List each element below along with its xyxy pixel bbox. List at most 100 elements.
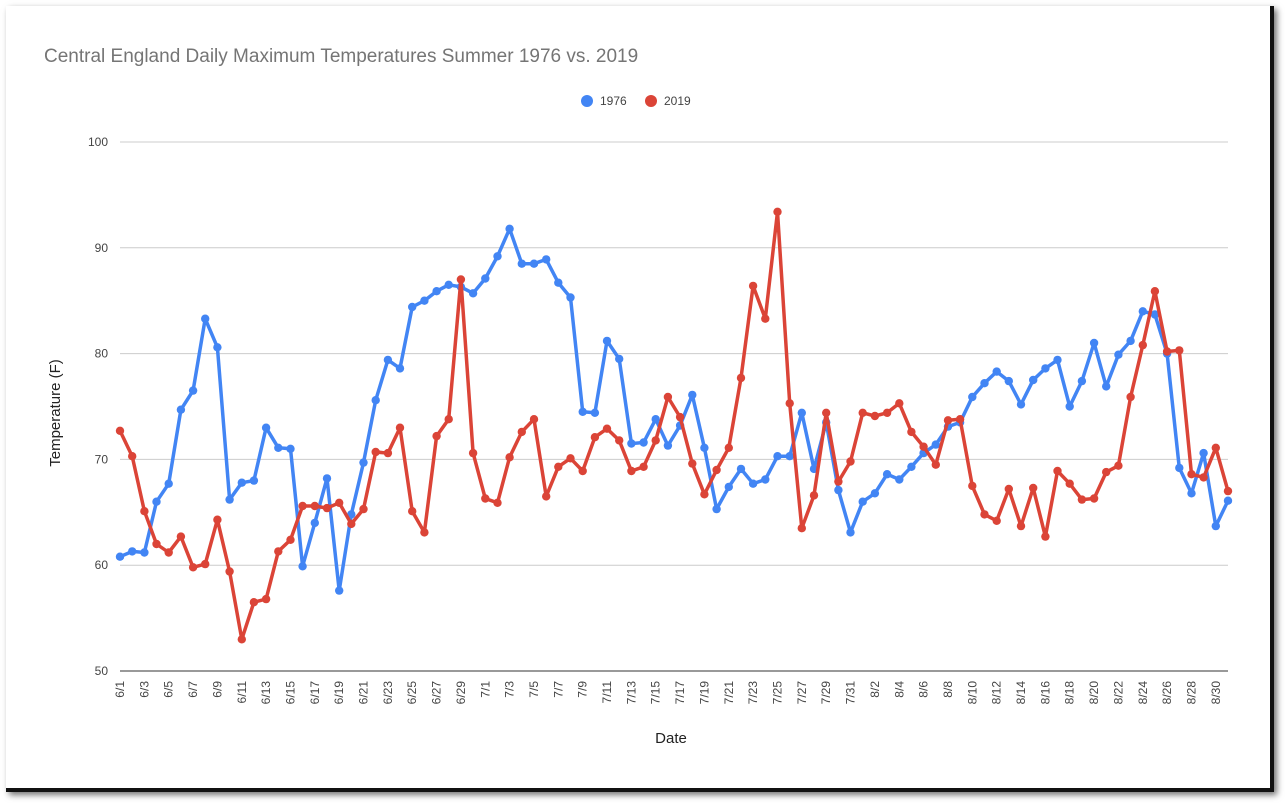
data-point-2019[interactable] [152, 539, 161, 549]
data-point-2019[interactable] [736, 373, 746, 383]
data-point-2019[interactable] [1089, 494, 1099, 503]
data-point-1976[interactable] [651, 415, 660, 424]
data-point-2019[interactable] [578, 466, 587, 476]
data-point-2019[interactable] [298, 501, 307, 511]
data-point-1976[interactable] [322, 474, 332, 483]
data-point-2019[interactable] [615, 436, 624, 445]
data-point-1976[interactable] [395, 364, 405, 373]
data-point-2019[interactable] [1016, 521, 1026, 531]
data-point-2019[interactable] [602, 424, 612, 433]
data-point-2019[interactable] [1175, 346, 1184, 355]
data-point-1976[interactable] [858, 497, 867, 506]
data-point-1976[interactable] [1065, 402, 1074, 411]
data-point-2019[interactable] [1199, 473, 1208, 482]
data-point-2019[interactable] [822, 408, 831, 417]
data-point-2019[interactable] [627, 466, 636, 476]
data-point-2019[interactable] [310, 501, 319, 511]
data-point-1976[interactable] [383, 355, 393, 365]
data-point-2019[interactable] [493, 498, 502, 507]
data-point-1976[interactable] [188, 386, 198, 395]
data-point-1976[interactable] [1077, 376, 1087, 386]
data-point-2019[interactable] [566, 454, 575, 463]
data-point-2019[interactable] [1102, 467, 1111, 477]
data-point-1976[interactable] [980, 379, 989, 388]
data-point-2019[interactable] [931, 460, 940, 469]
data-point-1976[interactable] [968, 392, 977, 402]
data-point-2019[interactable] [663, 392, 673, 402]
data-point-2019[interactable] [347, 519, 356, 529]
data-point-2019[interactable] [529, 415, 539, 424]
data-point-1976[interactable] [834, 485, 843, 495]
data-point-1976[interactable] [602, 336, 612, 346]
data-point-1976[interactable] [1126, 336, 1135, 346]
data-point-2019[interactable] [201, 559, 210, 569]
data-point-2019[interactable] [468, 448, 478, 458]
data-point-2019[interactable] [882, 408, 892, 417]
data-point-1976[interactable] [529, 259, 539, 268]
data-point-1976[interactable] [432, 287, 441, 296]
data-point-2019[interactable] [225, 567, 234, 576]
data-point-1976[interactable] [1004, 376, 1013, 386]
data-point-1976[interactable] [724, 482, 733, 492]
data-point-1976[interactable] [1041, 364, 1050, 373]
data-point-1976[interactable] [639, 438, 648, 447]
data-point-2019[interactable] [895, 399, 904, 408]
data-point-1976[interactable] [1029, 375, 1038, 385]
data-point-1976[interactable] [152, 497, 161, 506]
data-point-2019[interactable] [249, 598, 259, 607]
data-point-2019[interactable] [846, 457, 855, 466]
data-point-2019[interactable] [748, 281, 758, 291]
data-point-2019[interactable] [1150, 287, 1160, 296]
data-point-1976[interactable] [590, 408, 600, 417]
data-point-2019[interactable] [115, 426, 125, 435]
data-point-1976[interactable] [1102, 382, 1111, 391]
data-point-2019[interactable] [907, 427, 916, 437]
data-point-1976[interactable] [335, 586, 344, 595]
data-point-2019[interactable] [1029, 483, 1038, 493]
data-point-2019[interactable] [785, 399, 794, 408]
data-point-1976[interactable] [1175, 463, 1184, 473]
data-point-2019[interactable] [444, 415, 453, 424]
data-point-2019[interactable] [164, 548, 173, 557]
data-point-2019[interactable] [554, 462, 563, 471]
data-point-2019[interactable] [420, 528, 429, 537]
data-point-2019[interactable] [712, 465, 721, 475]
data-point-1976[interactable] [1187, 489, 1196, 498]
data-point-1976[interactable] [213, 343, 222, 352]
data-point-1976[interactable] [1150, 310, 1160, 319]
data-point-1976[interactable] [1223, 496, 1233, 505]
data-point-1976[interactable] [554, 278, 563, 287]
data-point-1976[interactable] [249, 476, 259, 485]
data-point-2019[interactable] [797, 524, 806, 533]
data-point-1976[interactable] [846, 528, 855, 537]
data-point-2019[interactable] [1004, 484, 1013, 494]
data-point-2019[interactable] [432, 431, 441, 441]
data-point-2019[interactable] [505, 453, 514, 462]
data-point-1976[interactable] [1211, 521, 1221, 531]
data-point-1976[interactable] [785, 452, 794, 461]
data-point-1976[interactable] [505, 224, 514, 233]
data-point-2019[interactable] [481, 494, 490, 503]
data-point-2019[interactable] [688, 459, 697, 468]
data-point-1976[interactable] [748, 479, 758, 488]
data-point-2019[interactable] [858, 408, 867, 417]
data-point-2019[interactable] [639, 462, 648, 471]
data-point-2019[interactable] [724, 443, 733, 452]
data-point-1976[interactable] [736, 464, 746, 474]
data-point-1976[interactable] [761, 475, 770, 484]
data-point-1976[interactable] [468, 289, 478, 298]
data-point-2019[interactable] [1114, 461, 1123, 470]
data-point-1976[interactable] [274, 443, 283, 452]
data-point-2019[interactable] [1126, 392, 1135, 402]
data-point-2019[interactable] [517, 427, 526, 437]
data-point-2019[interactable] [992, 516, 1001, 525]
data-point-2019[interactable] [870, 411, 880, 421]
data-point-1976[interactable] [225, 495, 234, 504]
data-point-1976[interactable] [517, 259, 526, 268]
data-point-2019[interactable] [651, 436, 660, 445]
data-point-2019[interactable] [213, 515, 222, 524]
data-point-2019[interactable] [371, 447, 380, 457]
data-point-2019[interactable] [1223, 486, 1233, 496]
data-point-1976[interactable] [310, 518, 319, 528]
data-point-2019[interactable] [542, 492, 551, 501]
